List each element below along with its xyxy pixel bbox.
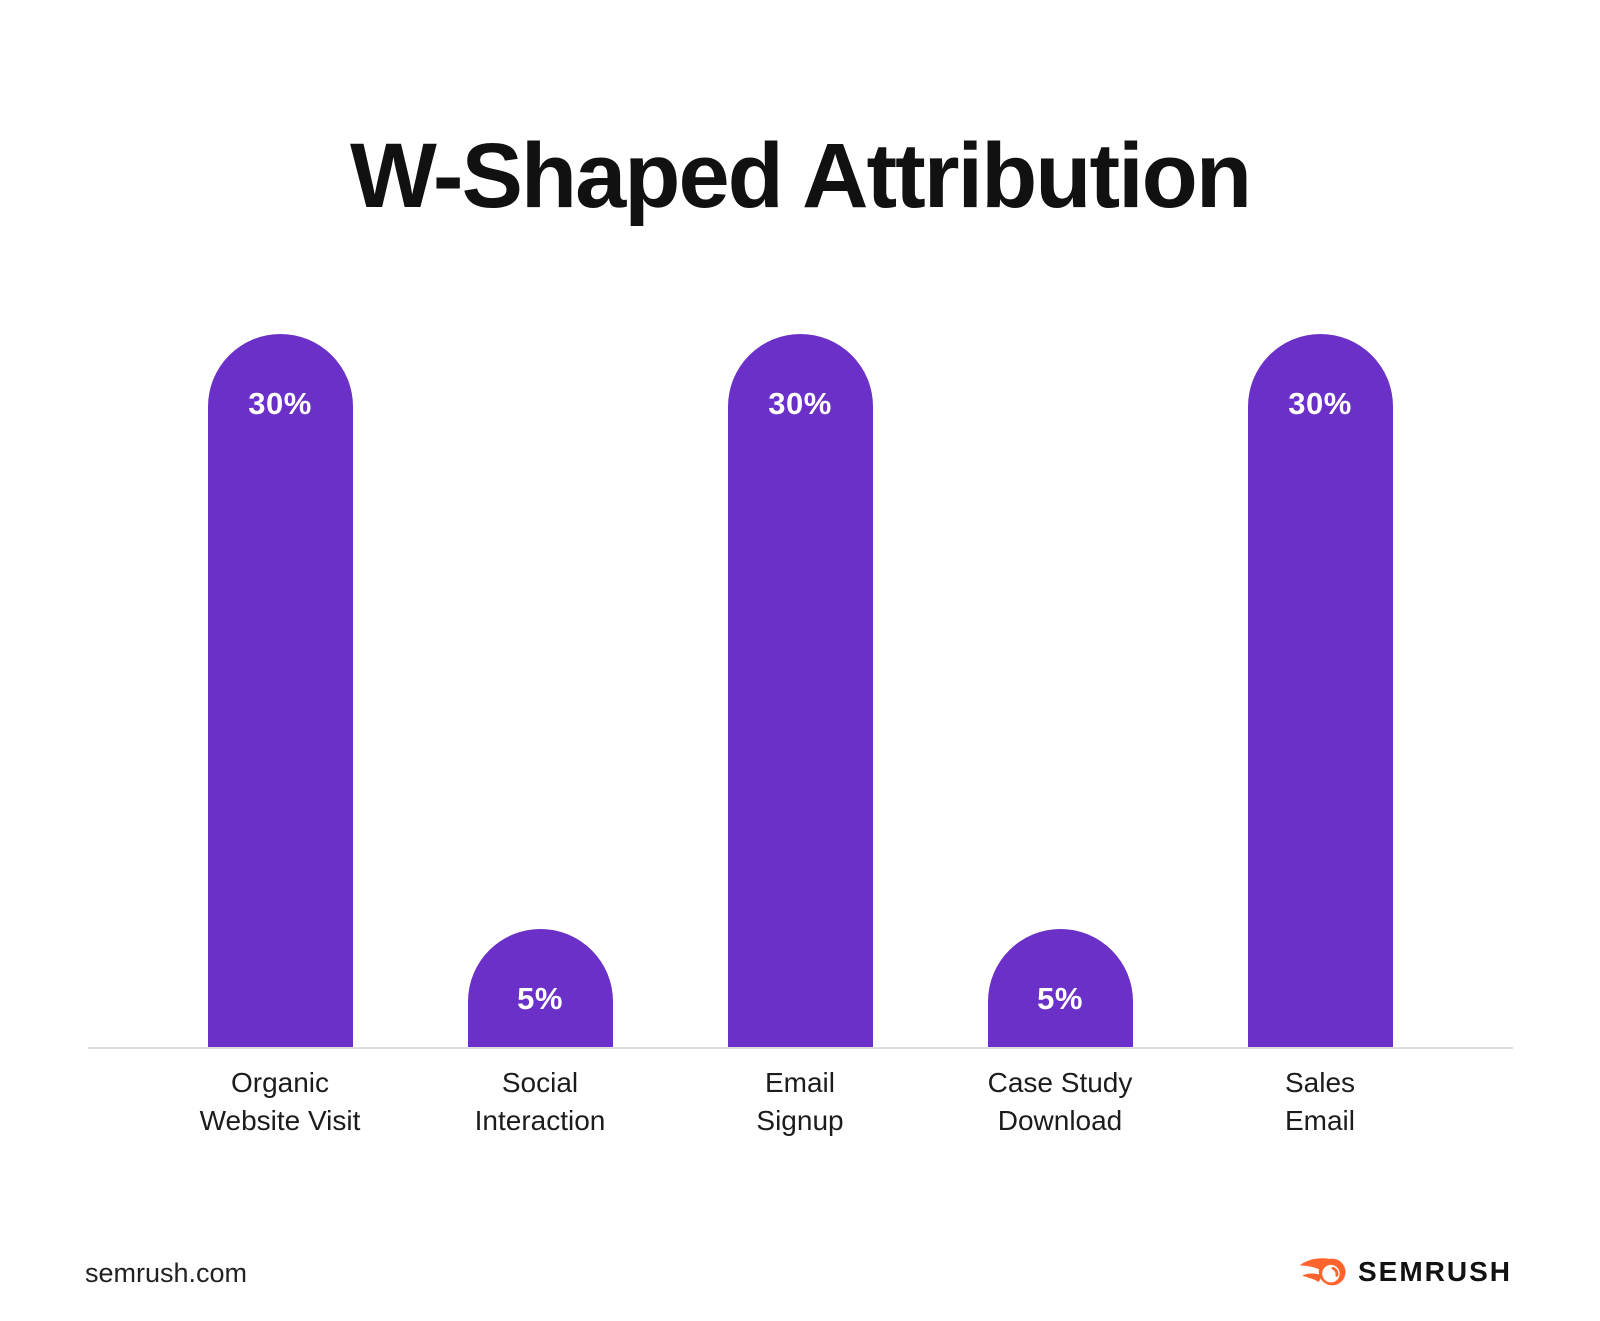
bar-value-label: 5% [1037, 981, 1083, 1016]
x-axis-line [88, 1047, 1513, 1049]
brand-wordmark: SEMRUSH [1357, 1256, 1512, 1287]
site-url: semrush.com [85, 1258, 248, 1288]
bar-column-sales-email: 30% [1190, 0, 1450, 1048]
category-label: Email Signup [756, 1067, 844, 1136]
bar: 30% [207, 334, 353, 1048]
category-labels: Organic Website Visit Social Interaction… [150, 1064, 1450, 1140]
bar-column-social-interaction: 5% [410, 0, 670, 1048]
bar: 5% [987, 929, 1133, 1048]
semrush-flame-icon [1299, 1258, 1346, 1286]
bar-value-label: 30% [1288, 386, 1352, 421]
bar: 5% [467, 929, 613, 1048]
bar-column-case-study-download: 5% [930, 0, 1190, 1048]
category-label: Social Interaction [474, 1067, 606, 1136]
bar: 30% [1247, 334, 1393, 1048]
bar-column-organic-website-visit: 30% [150, 0, 410, 1048]
bar: 30% [727, 334, 873, 1048]
chart-area: 30% 5% 30% 5% 30% [150, 0, 1450, 1048]
category-label: Case Study Download [987, 1067, 1133, 1136]
category-label: Organic Website Visit [199, 1067, 361, 1136]
bar-column-email-signup: 30% [670, 0, 930, 1048]
page-title: W-Shaped Attribution [349, 124, 1252, 227]
bar-value-label: 30% [248, 386, 312, 421]
bar-value-label: 30% [768, 386, 832, 421]
semrush-logo: SEMRUSH [1298, 1256, 1512, 1288]
bar-value-label: 5% [517, 981, 563, 1016]
category-label: Sales Email [1284, 1067, 1356, 1136]
